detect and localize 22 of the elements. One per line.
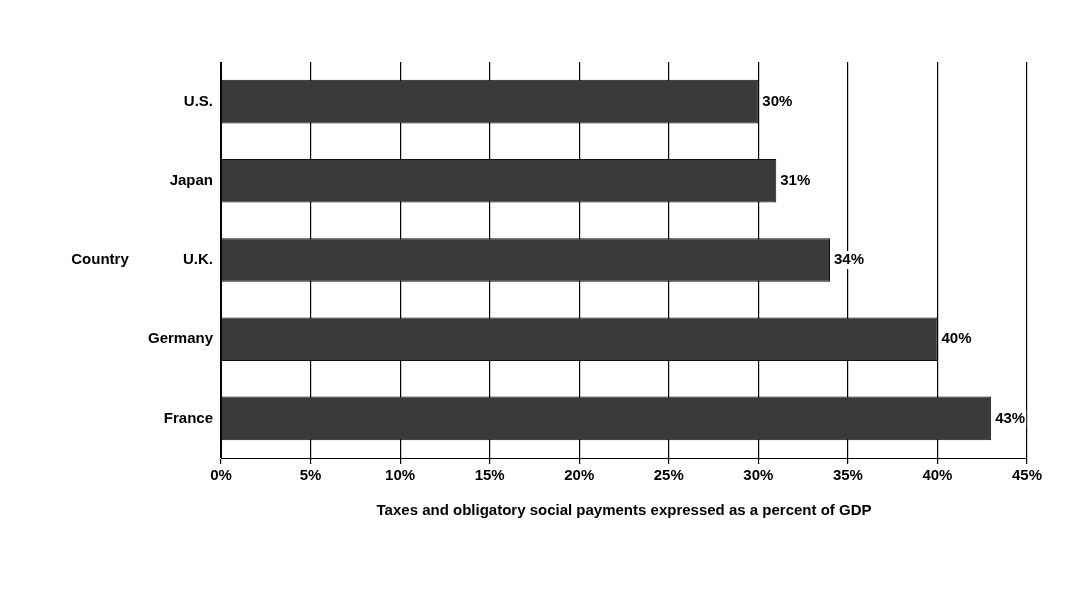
y-axis-title: Country — [71, 250, 130, 268]
y-tick-label: Japan — [169, 170, 214, 188]
x-tick-label: 30% — [743, 466, 774, 484]
y-tick-label: Germany — [147, 329, 214, 347]
x-tick-label: 40% — [922, 466, 953, 484]
data-label: 43% — [995, 408, 1026, 426]
x-tick-label: 10% — [385, 466, 416, 484]
x-tick-label: 35% — [832, 466, 863, 484]
x-tick-label: 0% — [210, 466, 232, 484]
x-tick-label: 20% — [564, 466, 595, 484]
x-tick-label: 15% — [474, 466, 505, 484]
y-tick-label: France — [163, 408, 214, 426]
y-tick-label: U.K. — [183, 250, 214, 268]
x-axis-title: Taxes and obligatory social payments expressed as a percent of GDP — [376, 501, 872, 519]
data-label: 40% — [941, 329, 972, 347]
data-label: 34% — [833, 250, 865, 268]
data-label: 31% — [780, 170, 811, 188]
y-tick-label: U.S. — [183, 91, 214, 109]
x-tick-label: 45% — [1011, 466, 1043, 484]
data-label: 30% — [762, 91, 793, 109]
x-tick-label: 25% — [653, 466, 684, 484]
x-tick-label: 5% — [299, 466, 322, 484]
